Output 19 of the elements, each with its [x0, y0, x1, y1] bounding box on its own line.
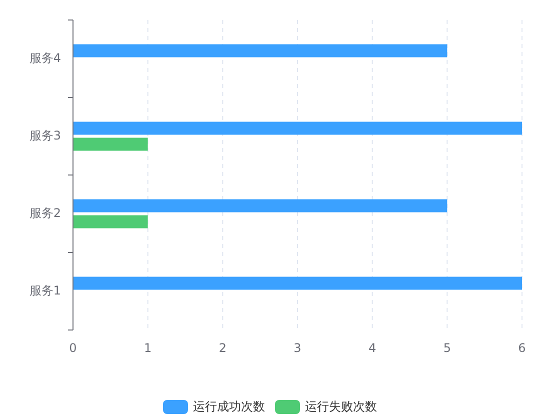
x-tick-label: 6	[518, 341, 526, 355]
x-tick-label: 0	[69, 341, 77, 355]
bar	[73, 44, 448, 58]
bar	[73, 199, 448, 212]
x-tick-label: 2	[218, 341, 226, 355]
bar	[73, 122, 522, 135]
x-tick-label: 1	[144, 341, 152, 355]
bar	[73, 138, 148, 151]
x-tick-label: 3	[294, 341, 302, 355]
y-tick-label: 服务1	[29, 284, 61, 298]
legend-label: 运行成功次数	[193, 399, 265, 414]
y-tick-label: 服务2	[29, 206, 61, 220]
y-tick-label: 服务4	[29, 51, 61, 66]
bar	[73, 276, 522, 290]
x-tick-label: 5	[443, 341, 451, 355]
y-tick-label: 服务3	[29, 128, 61, 143]
bar	[73, 215, 148, 228]
x-tick-label: 4	[368, 341, 376, 355]
legend-label: 运行失败次数	[305, 399, 377, 414]
